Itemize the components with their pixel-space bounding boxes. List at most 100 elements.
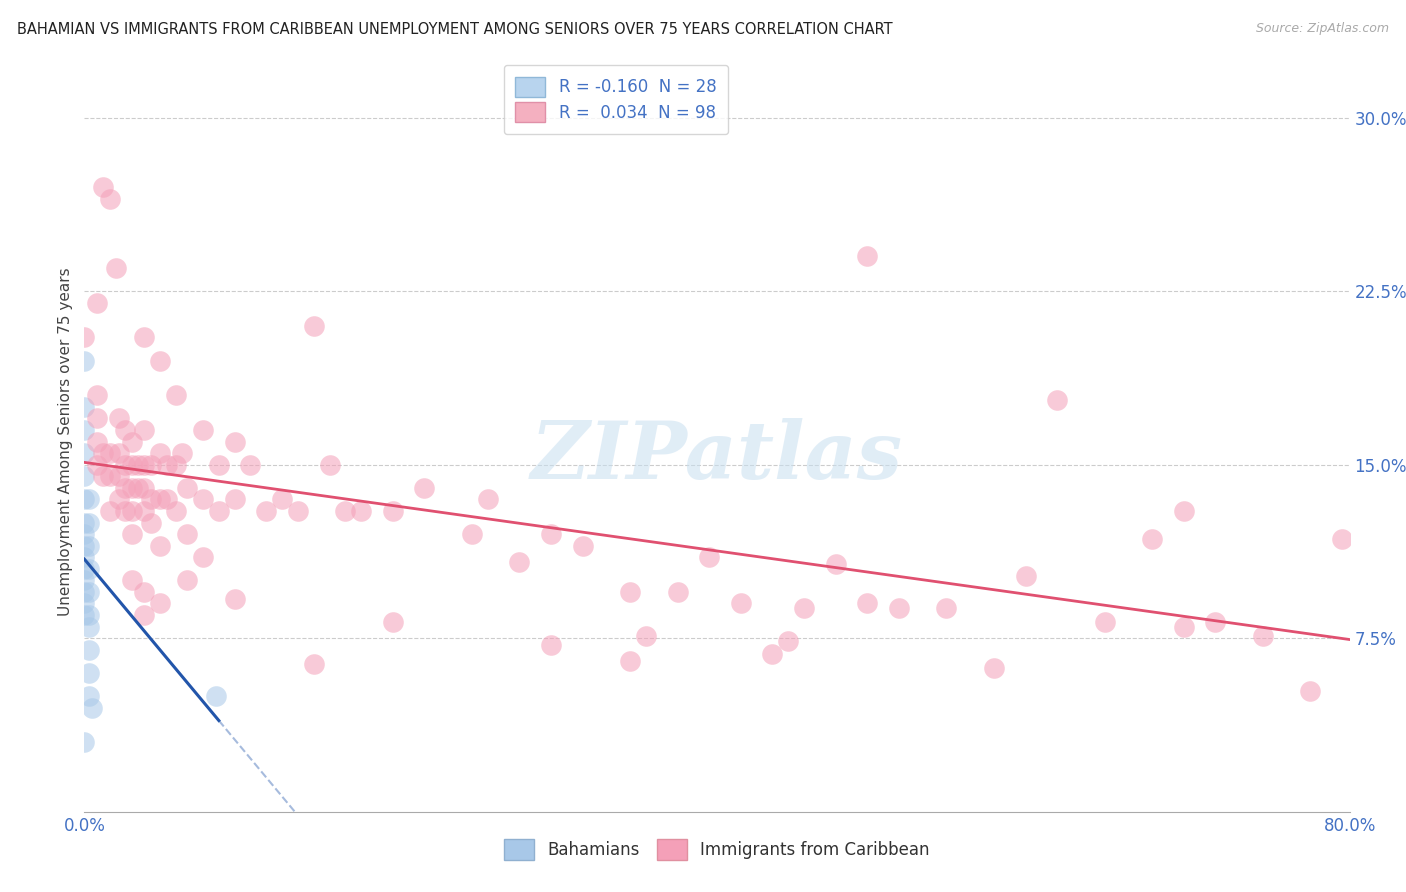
Point [856, 597, 879, 611]
Point [139, 492, 162, 507]
Point [302, 657, 325, 671]
Point [73, 597, 96, 611]
Point [73, 330, 96, 344]
Point [73, 400, 96, 414]
Point [149, 446, 172, 460]
Point [540, 527, 562, 541]
Point [77, 585, 100, 599]
Point [318, 458, 340, 472]
Point [134, 330, 156, 344]
Point [335, 504, 357, 518]
Point [224, 492, 246, 507]
Point [73, 469, 96, 483]
Point [73, 446, 96, 460]
Point [105, 260, 127, 275]
Point [77, 516, 100, 530]
Text: BAHAMIAN VS IMMIGRANTS FROM CARIBBEAN UNEMPLOYMENT AMONG SENIORS OVER 75 YEARS C: BAHAMIAN VS IMMIGRANTS FROM CARIBBEAN UN… [17, 22, 893, 37]
Point [239, 458, 262, 472]
Point [477, 492, 499, 507]
Point [1046, 392, 1069, 407]
Point [73, 585, 96, 599]
Point [1330, 532, 1353, 546]
Point [176, 574, 198, 588]
Point [287, 504, 309, 518]
Point [619, 654, 641, 668]
Point [176, 481, 198, 495]
Point [93, 469, 115, 483]
Point [540, 638, 562, 652]
Point [127, 481, 149, 495]
Point [73, 550, 96, 565]
Point [114, 481, 136, 495]
Point [121, 434, 143, 449]
Point [121, 574, 143, 588]
Point [73, 539, 96, 553]
Point [165, 458, 187, 472]
Point [127, 458, 149, 472]
Point [86, 388, 108, 402]
Point [134, 504, 156, 518]
Point [139, 458, 162, 472]
Point [191, 550, 214, 565]
Text: Source: ZipAtlas.com: Source: ZipAtlas.com [1256, 22, 1389, 36]
Point [191, 423, 214, 437]
Point [93, 180, 115, 194]
Point [149, 353, 172, 368]
Point [413, 481, 436, 495]
Point [381, 504, 404, 518]
Point [108, 411, 131, 425]
Point [508, 555, 530, 569]
Point [121, 504, 143, 518]
Point [634, 629, 657, 643]
Point [208, 504, 231, 518]
Point [1204, 615, 1226, 629]
Point [134, 458, 156, 472]
Point [155, 458, 177, 472]
Point [73, 516, 96, 530]
Point [98, 469, 121, 483]
Point [856, 250, 879, 264]
Point [108, 469, 131, 483]
Point [172, 446, 194, 460]
Point [224, 434, 246, 449]
Point [73, 423, 96, 437]
Point [1094, 615, 1116, 629]
Point [86, 458, 108, 472]
Point [73, 562, 96, 576]
Point [793, 601, 815, 615]
Point [571, 539, 593, 553]
Point [73, 353, 96, 368]
Point [271, 492, 294, 507]
Point [824, 557, 846, 571]
Point [86, 434, 108, 449]
Point [73, 735, 96, 749]
Point [165, 504, 187, 518]
Point [208, 458, 231, 472]
Point [224, 591, 246, 606]
Point [77, 642, 100, 657]
Point [108, 492, 131, 507]
Point [149, 492, 172, 507]
Point [121, 481, 143, 495]
Point [121, 458, 143, 472]
Point [134, 423, 156, 437]
Point [77, 665, 100, 680]
Point [114, 423, 136, 437]
Point [77, 562, 100, 576]
Point [619, 585, 641, 599]
Point [461, 527, 484, 541]
Point [86, 411, 108, 425]
Point [165, 388, 187, 402]
Point [77, 539, 100, 553]
Point [1014, 568, 1036, 582]
Point [983, 661, 1005, 675]
Point [191, 492, 214, 507]
Point [697, 550, 720, 565]
Point [77, 608, 100, 623]
Point [82, 700, 104, 714]
Point [73, 574, 96, 588]
Point [98, 446, 121, 460]
Point [302, 318, 325, 333]
Point [778, 633, 800, 648]
Point [204, 689, 226, 703]
